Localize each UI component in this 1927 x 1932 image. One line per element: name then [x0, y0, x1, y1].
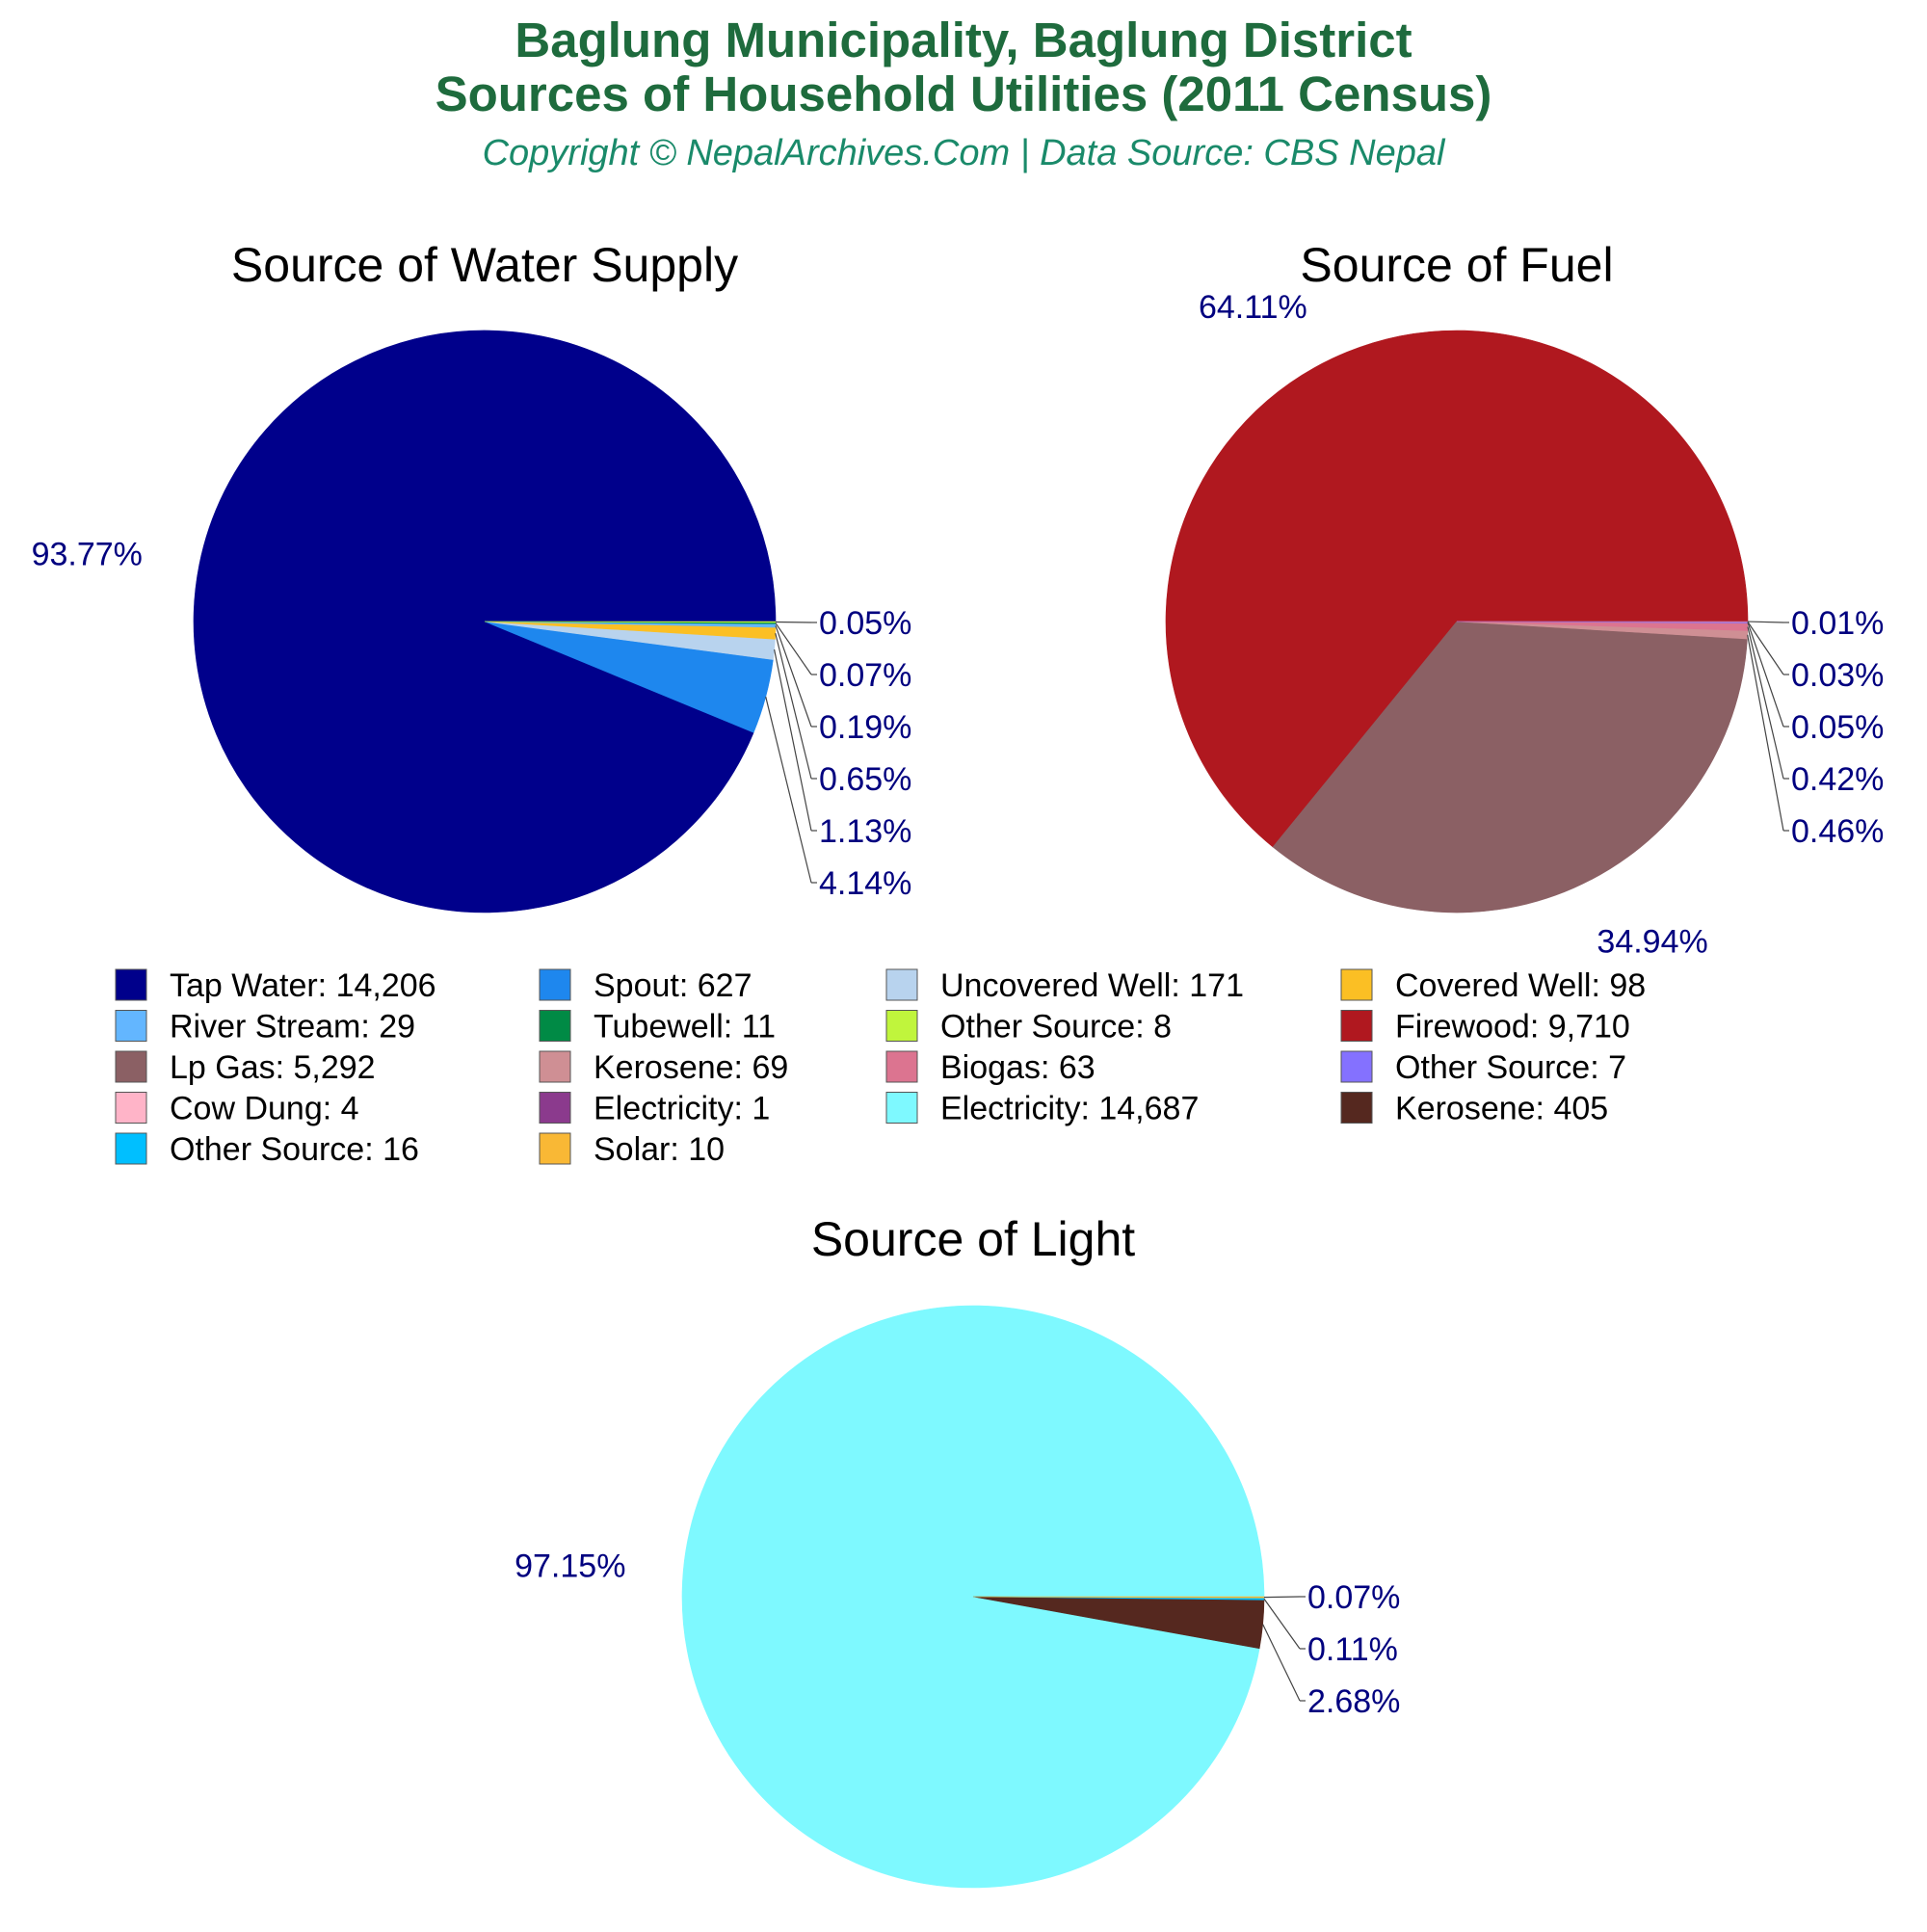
- legend-label: Covered Well: 98: [1395, 967, 1646, 1004]
- callout-line: [776, 623, 811, 675]
- legend-swatch: [116, 1051, 146, 1082]
- pie-title: Source of Water Supply: [231, 238, 738, 292]
- callout-line: [1263, 1625, 1300, 1701]
- callout-line: [776, 625, 811, 727]
- legend-label: Other Source: 8: [940, 1009, 1172, 1045]
- pct-label: 0.07%: [819, 657, 911, 694]
- callout-line: [1748, 635, 1783, 831]
- legend-swatch: [116, 969, 146, 1000]
- legend-label: Uncovered Well: 171: [940, 967, 1244, 1004]
- legend-entry: Electricity: 14,687: [886, 1091, 1199, 1127]
- pct-label: 93.77%: [32, 537, 143, 573]
- pct-label: 2.68%: [1307, 1683, 1400, 1720]
- callout-line: [1748, 626, 1783, 779]
- pie-title: Source of Fuel: [1300, 238, 1613, 292]
- legend-label: Solar: 10: [594, 1131, 725, 1168]
- pct-label: 4.14%: [819, 865, 911, 902]
- legend-label: Kerosene: 405: [1395, 1091, 1608, 1127]
- pie-chart-0: Source of Water Supply 0.05% 0.07% 0.19% 0.6…: [32, 238, 912, 913]
- legend-entry: Uncovered Well: 171: [886, 967, 1244, 1004]
- pct-label: 0.05%: [1791, 709, 1884, 746]
- pct-label: 0.46%: [1791, 813, 1884, 850]
- legend-swatch: [886, 969, 917, 1000]
- legend-swatch: [1341, 1093, 1372, 1124]
- pct-label: 0.65%: [819, 761, 911, 798]
- pct-label: 0.11%: [1307, 1631, 1398, 1668]
- legend-label: River Stream: 29: [170, 1009, 415, 1045]
- legend-entry: River Stream: 29: [116, 1009, 415, 1045]
- pie-chart-1: Source of Fuel 0.01% 0.03% 0.05% 0.42% 0.46% 6…: [1166, 238, 1884, 961]
- legend-entry: Covered Well: 98: [1341, 967, 1646, 1004]
- legend: Tap Water: 14,206 Spout: 627 Uncovered Wel…: [116, 967, 1646, 1168]
- legend-label: Electricity: 1: [594, 1091, 770, 1127]
- legend-label: Other Source: 16: [170, 1131, 419, 1168]
- legend-entry: Solar: 10: [540, 1131, 725, 1168]
- legend-swatch: [116, 1093, 146, 1124]
- legend-entry: Spout: 627: [540, 967, 752, 1004]
- legend-swatch: [540, 969, 570, 1000]
- legend-swatch: [540, 1133, 570, 1164]
- legend-entry: Other Source: 16: [116, 1131, 419, 1168]
- legend-label: Firewood: 9,710: [1395, 1009, 1630, 1045]
- legend-entry: Tap Water: 14,206: [116, 967, 436, 1004]
- legend-swatch: [1341, 1011, 1372, 1042]
- callout-line: [766, 697, 811, 883]
- callout-line: [775, 649, 811, 831]
- legend-entry: Kerosene: 405: [1341, 1091, 1608, 1127]
- legend-entry: Electricity: 1: [540, 1091, 770, 1127]
- legend-entry: Cow Dung: 4: [116, 1091, 359, 1127]
- legend-label: Tubewell: 11: [594, 1009, 776, 1045]
- pct-label: 34.94%: [1597, 924, 1707, 961]
- legend-entry: Lp Gas: 5,292: [116, 1049, 376, 1086]
- pie-title: Source of Light: [811, 1212, 1135, 1266]
- legend-label: Other Source: 7: [1395, 1049, 1626, 1086]
- legend-swatch: [540, 1051, 570, 1082]
- legend-entry: Firewood: 9,710: [1341, 1009, 1630, 1045]
- legend-label: Kerosene: 69: [594, 1049, 788, 1086]
- legend-entry: Kerosene: 69: [540, 1049, 788, 1086]
- legend-label: Spout: 627: [594, 967, 752, 1004]
- pct-label: 0.03%: [1791, 657, 1884, 694]
- legend-label: Lp Gas: 5,292: [170, 1049, 376, 1086]
- chart-title-line2: Sources of Household Utilities (2011 Cen…: [436, 66, 1492, 121]
- legend-entry: Other Source: 8: [886, 1009, 1172, 1045]
- pct-label: 1.13%: [819, 813, 911, 850]
- legend-swatch: [116, 1133, 146, 1164]
- legend-entry: Biogas: 63: [886, 1049, 1095, 1086]
- legend-swatch: [886, 1093, 917, 1124]
- callout-line: [1264, 1597, 1300, 1598]
- legend-swatch: [540, 1011, 570, 1042]
- legend-entry: Tubewell: 11: [540, 1009, 776, 1045]
- legend-label: Biogas: 63: [940, 1049, 1095, 1086]
- chart-subtitle: Copyright © NepalArchives.Com | Data Sou…: [483, 133, 1446, 173]
- pct-label: 0.42%: [1791, 761, 1884, 798]
- pct-label: 0.01%: [1791, 605, 1884, 642]
- legend-swatch: [886, 1011, 917, 1042]
- legend-swatch: [886, 1051, 917, 1082]
- pct-label: 0.05%: [819, 605, 911, 642]
- legend-swatch: [1341, 1051, 1372, 1082]
- legend-label: Electricity: 14,687: [940, 1091, 1199, 1127]
- pct-label: 0.19%: [819, 709, 911, 746]
- legend-swatch: [1341, 969, 1372, 1000]
- pie-chart-2: Source of Light 0.07% 0.11% 2.68% 97.15%: [515, 1212, 1400, 1888]
- legend-entry: Other Source: 7: [1341, 1049, 1626, 1086]
- legend-label: Cow Dung: 4: [170, 1091, 359, 1127]
- callout-line: [1264, 1599, 1300, 1649]
- pct-label: 97.15%: [515, 1548, 625, 1585]
- pct-label: 64.11%: [1199, 289, 1307, 326]
- pct-label: 0.07%: [1307, 1579, 1400, 1616]
- chart-title-line1: Baglung Municipality, Baglung District: [515, 13, 1412, 67]
- legend-swatch: [540, 1093, 570, 1124]
- legend-label: Tap Water: 14,206: [170, 967, 436, 1004]
- callout-line: [1748, 622, 1783, 727]
- legend-swatch: [116, 1011, 146, 1042]
